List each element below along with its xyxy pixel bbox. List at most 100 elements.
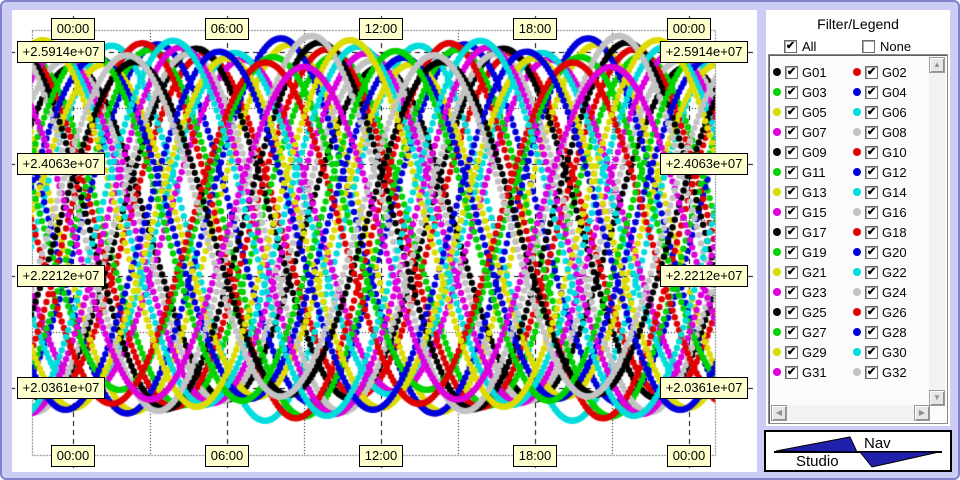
x-tick-bottom-1: 06:00 (205, 445, 249, 467)
scroll-right-icon[interactable]: ▶ (914, 405, 930, 421)
legend-item-G29[interactable]: ✔ G29 (773, 342, 853, 362)
satellite-label: G29 (802, 344, 827, 360)
horizontal-scrollbar[interactable]: ◀ ▶ (771, 405, 930, 421)
legend-item-G05[interactable]: ✔ G05 (773, 102, 853, 122)
satellite-checkbox-G32[interactable]: ✔ (865, 365, 878, 379)
satellite-checkbox-G28[interactable]: ✔ (865, 325, 878, 339)
legend-item-G28[interactable]: ✔ G28 (853, 322, 929, 342)
satellite-checkbox-G04[interactable]: ✔ (865, 85, 878, 99)
satellite-checkbox-G26[interactable]: ✔ (865, 305, 878, 319)
satellite-checkbox-G14[interactable]: ✔ (865, 185, 878, 199)
legend-item-G03[interactable]: ✔ G03 (773, 82, 853, 102)
legend-item-G27[interactable]: ✔ G27 (773, 322, 853, 342)
satellite-checkbox-G06[interactable]: ✔ (865, 105, 878, 119)
satellite-checkbox-G22[interactable]: ✔ (865, 265, 878, 279)
satellite-label: G24 (882, 284, 907, 300)
satellite-label: G02 (882, 64, 907, 80)
x-tick-top-3: 18:00 (513, 18, 557, 40)
satellite-checkbox-G02[interactable]: ✔ (865, 65, 878, 79)
filter-none[interactable]: None (862, 38, 911, 54)
legend-item-G08[interactable]: ✔ G08 (853, 122, 929, 142)
legend-item-G01[interactable]: ✔ G01 (773, 62, 853, 82)
satellite-checkbox-G09[interactable]: ✔ (785, 145, 798, 159)
legend-item-G19[interactable]: ✔ G19 (773, 242, 853, 262)
legend-item-G22[interactable]: ✔ G22 (853, 262, 929, 282)
legend-item-G16[interactable]: ✔ G16 (853, 202, 929, 222)
satellite-checkbox-G16[interactable]: ✔ (865, 205, 878, 219)
legend-item-G15[interactable]: ✔ G15 (773, 202, 853, 222)
satellite-label: G01 (802, 64, 827, 80)
legend-item-G20[interactable]: ✔ G20 (853, 242, 929, 262)
y-tick-left-2: +2.2212e+07 (17, 265, 105, 287)
satellite-label: G10 (882, 144, 907, 160)
scroll-up-icon[interactable]: ▲ (929, 57, 945, 73)
satellite-checkbox-G05[interactable]: ✔ (785, 105, 798, 119)
satellite-checkbox-G30[interactable]: ✔ (865, 345, 878, 359)
satellite-checkbox-G07[interactable]: ✔ (785, 125, 798, 139)
satellite-checkbox-G11[interactable]: ✔ (785, 165, 798, 179)
satellite-checkbox-G25[interactable]: ✔ (785, 305, 798, 319)
satellite-checkbox-G19[interactable]: ✔ (785, 245, 798, 259)
legend-item-G32[interactable]: ✔ G32 (853, 362, 929, 382)
scroll-left-icon[interactable]: ◀ (771, 405, 787, 421)
legend-item-G14[interactable]: ✔ G14 (853, 182, 929, 202)
legend-item-G11[interactable]: ✔ G11 (773, 162, 853, 182)
satellite-color-dot (773, 168, 781, 176)
x-tick-top-1: 06:00 (205, 18, 249, 40)
satellite-label: G30 (882, 344, 907, 360)
all-checkbox[interactable]: ✔ (784, 39, 797, 53)
legend-item-G31[interactable]: ✔ G31 (773, 362, 853, 382)
legend-item-G12[interactable]: ✔ G12 (853, 162, 929, 182)
x-tick-top-2: 12:00 (359, 18, 403, 40)
legend-item-G21[interactable]: ✔ G21 (773, 262, 853, 282)
satellite-color-dot (773, 148, 781, 156)
legend-item-G07[interactable]: ✔ G07 (773, 122, 853, 142)
satellite-label: G28 (882, 324, 907, 340)
legend-item-G17[interactable]: ✔ G17 (773, 222, 853, 242)
legend-item-G06[interactable]: ✔ G06 (853, 102, 929, 122)
satellite-checkbox-G18[interactable]: ✔ (865, 225, 878, 239)
satellite-color-dot (773, 268, 781, 276)
legend-item-G04[interactable]: ✔ G04 (853, 82, 929, 102)
legend-item-G24[interactable]: ✔ G24 (853, 282, 929, 302)
satellite-distance-chart[interactable] (12, 10, 757, 472)
filter-all[interactable]: ✔ All (784, 38, 816, 54)
satellite-color-dot (773, 368, 781, 376)
satellite-checkbox-G27[interactable]: ✔ (785, 325, 798, 339)
satellite-checkbox-G15[interactable]: ✔ (785, 205, 798, 219)
logo-studio-text: Studio (796, 453, 839, 470)
vertical-scrollbar[interactable]: ▲ ▼ (929, 57, 945, 406)
satellite-checkbox-G17[interactable]: ✔ (785, 225, 798, 239)
logo-graphic: Nav Studio (774, 435, 942, 470)
legend-item-G25[interactable]: ✔ G25 (773, 302, 853, 322)
satellite-list: ✔ G01 ✔ G02 ✔ G03 ✔ G04 ✔ G05 ✔ G06 ✔ G07 ✔ G08 ✔ G09 ✔ G10… (768, 54, 948, 424)
legend-item-G13[interactable]: ✔ G13 (773, 182, 853, 202)
legend-item-G26[interactable]: ✔ G26 (853, 302, 929, 322)
none-checkbox[interactable] (862, 39, 875, 53)
legend-item-G02[interactable]: ✔ G02 (853, 62, 929, 82)
satellite-color-dot (853, 248, 861, 256)
legend-item-G30[interactable]: ✔ G30 (853, 342, 929, 362)
legend-item-G23[interactable]: ✔ G23 (773, 282, 853, 302)
legend-item-G18[interactable]: ✔ G18 (853, 222, 929, 242)
satellite-checkbox-G21[interactable]: ✔ (785, 265, 798, 279)
satellite-checkbox-G20[interactable]: ✔ (865, 245, 878, 259)
satellite-checkbox-G10[interactable]: ✔ (865, 145, 878, 159)
satellite-checkbox-G31[interactable]: ✔ (785, 365, 798, 379)
scroll-down-icon[interactable]: ▼ (929, 390, 945, 406)
satellite-label: G11 (802, 164, 826, 180)
satellite-checkbox-G23[interactable]: ✔ (785, 285, 798, 299)
satellite-checkbox-G12[interactable]: ✔ (865, 165, 878, 179)
satellite-checkbox-G24[interactable]: ✔ (865, 285, 878, 299)
satellite-checkbox-G13[interactable]: ✔ (785, 185, 798, 199)
satellite-checkbox-G01[interactable]: ✔ (785, 65, 798, 79)
y-tick-left-3: +2.0361e+07 (17, 377, 105, 399)
satellite-color-dot (853, 168, 861, 176)
satellite-checkbox-G29[interactable]: ✔ (785, 345, 798, 359)
legend-item-G10[interactable]: ✔ G10 (853, 142, 929, 162)
satellite-checkbox-G08[interactable]: ✔ (865, 125, 878, 139)
satellite-checkbox-G03[interactable]: ✔ (785, 85, 798, 99)
legend-item-G09[interactable]: ✔ G09 (773, 142, 853, 162)
satellite-grid: ✔ G01 ✔ G02 ✔ G03 ✔ G04 ✔ G05 ✔ G06 ✔ G07 ✔ G08 ✔ G09 ✔ G10… (773, 62, 929, 382)
satellite-label: G18 (882, 224, 907, 240)
